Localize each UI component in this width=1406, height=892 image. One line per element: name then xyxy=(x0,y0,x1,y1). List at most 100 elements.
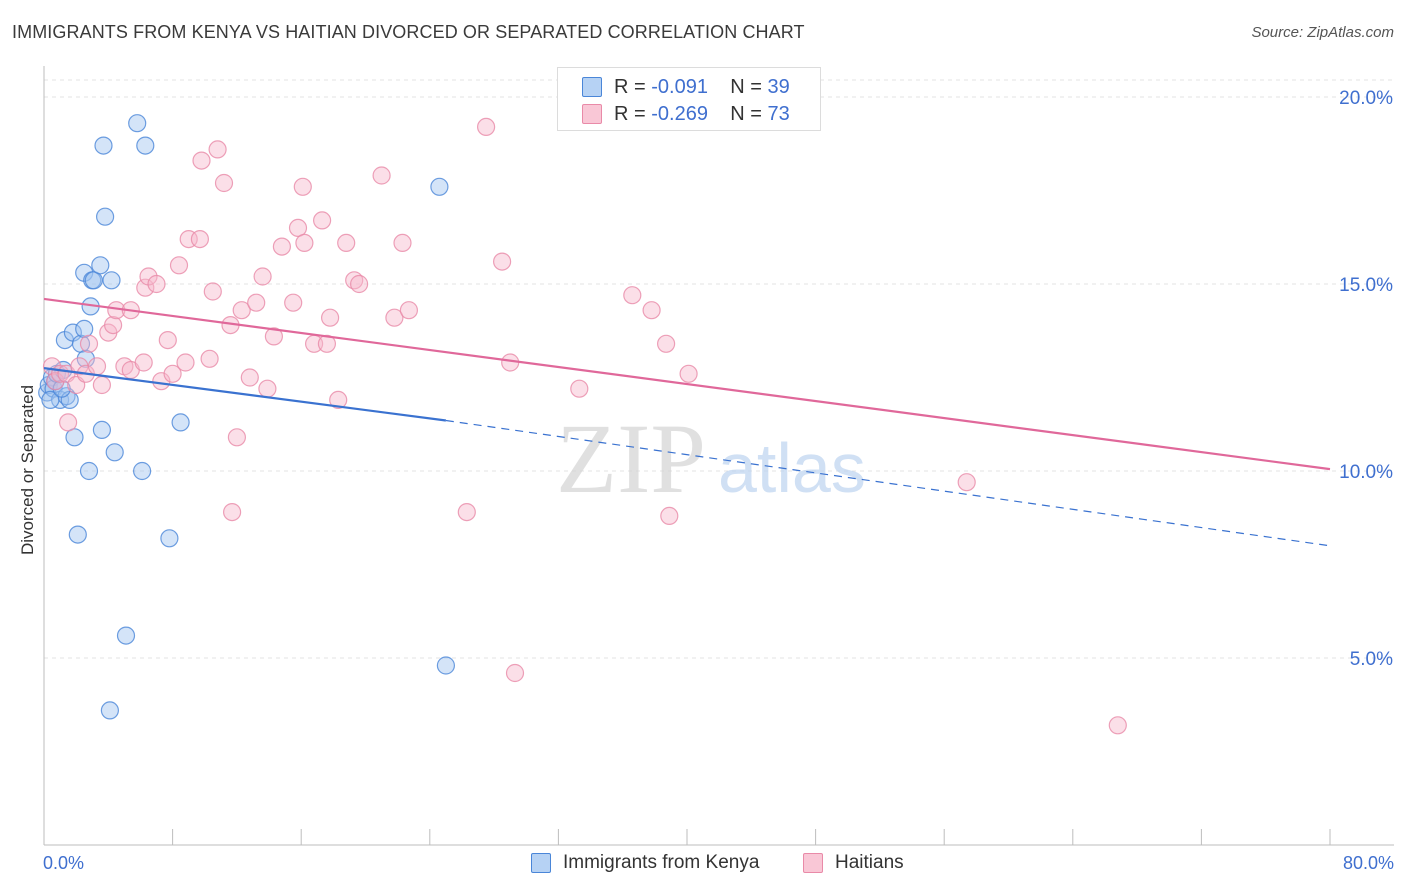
haiti-point xyxy=(957,473,976,492)
kenya-point xyxy=(171,413,190,432)
legend-item-kenya[interactable]: Immigrants from Kenya xyxy=(531,852,759,874)
chart-title: IMMIGRANTS FROM KENYA VS HAITIAN DIVORCE… xyxy=(12,22,805,42)
stats-row-haiti: R = -0.269 N = 73 xyxy=(582,102,790,126)
haiti-point xyxy=(208,140,227,159)
haiti-point xyxy=(152,372,171,391)
legend-label-kenya: Immigrants from Kenya xyxy=(563,852,760,873)
haiti-point xyxy=(103,316,123,335)
trend-lines xyxy=(43,297,1331,547)
kenya-legend-swatch xyxy=(531,853,551,873)
kenya-point xyxy=(128,114,147,133)
haiti-point xyxy=(214,173,234,193)
haiti-point xyxy=(134,353,153,372)
haiti-point xyxy=(329,390,348,409)
kenya-points xyxy=(38,114,455,720)
kenya-point xyxy=(100,701,120,720)
haiti-point xyxy=(337,233,356,252)
kenya-point xyxy=(92,420,112,439)
haiti-point xyxy=(372,166,391,185)
haiti-point xyxy=(232,301,251,320)
kenya-point xyxy=(79,461,99,481)
haiti-point xyxy=(642,301,661,320)
haiti-point xyxy=(660,506,679,526)
kenya-point xyxy=(68,525,87,544)
kenya-point xyxy=(94,136,113,155)
haiti-point xyxy=(163,364,182,383)
haiti-point xyxy=(58,413,78,432)
kenya-point xyxy=(430,177,449,196)
haiti-point xyxy=(570,379,589,398)
haiti-point xyxy=(477,117,496,137)
kenya-point xyxy=(105,443,124,462)
haiti-swatch xyxy=(582,104,602,124)
haiti-point xyxy=(399,301,418,320)
kenya-point xyxy=(84,271,103,290)
axes xyxy=(43,66,1394,846)
kenya-point xyxy=(91,256,110,275)
haiti-point xyxy=(1108,716,1127,735)
kenya-r-value: -0.091 xyxy=(651,75,708,98)
legend-label-haiti: Haitians xyxy=(835,852,904,873)
x-tick-label-max: 80.0% xyxy=(1343,853,1394,873)
n-label: N = xyxy=(730,75,762,98)
y-tick-label: 15.0% xyxy=(1339,275,1393,296)
haiti-point xyxy=(200,349,219,368)
haiti-point xyxy=(350,274,369,294)
haiti-point xyxy=(393,233,412,252)
haiti-point xyxy=(136,278,155,297)
watermark-atlas: atlas xyxy=(718,429,866,507)
haiti-point xyxy=(192,151,211,170)
haiti-point xyxy=(223,502,242,522)
series-legend: Immigrants from Kenya Haitians xyxy=(0,852,1406,876)
haiti-legend-swatch xyxy=(803,853,823,873)
haiti-point xyxy=(240,368,259,387)
source-credit: Source: ZipAtlas.com xyxy=(1251,24,1394,41)
haiti-point xyxy=(87,357,107,376)
haiti-point xyxy=(158,331,177,350)
haiti-point xyxy=(264,327,283,346)
haiti-point xyxy=(321,308,340,327)
haiti-points xyxy=(42,87,1127,735)
r-label: R = xyxy=(614,75,646,98)
haiti-point xyxy=(272,237,291,256)
watermark: ZIP atlas xyxy=(556,403,866,514)
haiti-point xyxy=(313,211,332,230)
n-label: N = xyxy=(730,102,762,125)
r-label: R = xyxy=(614,102,646,125)
haiti-point xyxy=(385,308,404,327)
haiti-point xyxy=(169,256,189,275)
haiti-point xyxy=(505,663,525,683)
haiti-point xyxy=(147,274,166,294)
kenya-point xyxy=(95,207,115,226)
haiti-point xyxy=(623,286,642,305)
haiti-trend-line xyxy=(43,297,1331,471)
haiti-r-value: -0.269 xyxy=(651,102,708,125)
haiti-point xyxy=(253,267,272,286)
haiti-point xyxy=(258,379,277,398)
kenya-trend-extension xyxy=(445,419,1331,547)
y-tick-label: 20.0% xyxy=(1339,88,1393,109)
haiti-point xyxy=(656,334,676,353)
legend-item-haiti[interactable]: Haitians xyxy=(803,852,904,874)
kenya-trend-line xyxy=(43,367,447,422)
y-tick-labels: 5.0% 10.0% 15.0% 20.0% xyxy=(1339,88,1393,670)
haiti-point xyxy=(79,334,99,353)
kenya-point xyxy=(102,271,121,290)
haiti-point xyxy=(288,218,308,237)
haiti-point xyxy=(247,293,266,312)
stats-legend: R = -0.091 N = 39 R = -0.269 N = 73 xyxy=(557,67,821,131)
kenya-point xyxy=(436,656,455,675)
kenya-point xyxy=(116,626,136,645)
haiti-point xyxy=(295,233,314,252)
haiti-point xyxy=(92,375,112,395)
y-tick-label: 5.0% xyxy=(1350,649,1393,670)
haiti-point xyxy=(293,177,312,196)
kenya-swatch xyxy=(582,77,602,97)
haiti-point xyxy=(679,364,698,383)
haiti-point xyxy=(203,282,222,301)
haiti-n-value: 73 xyxy=(767,102,790,125)
stats-row-kenya: R = -0.091 N = 39 xyxy=(582,75,790,99)
kenya-point xyxy=(160,529,179,548)
x-tick-label-min: 0.0% xyxy=(43,853,84,873)
kenya-point xyxy=(133,461,152,481)
